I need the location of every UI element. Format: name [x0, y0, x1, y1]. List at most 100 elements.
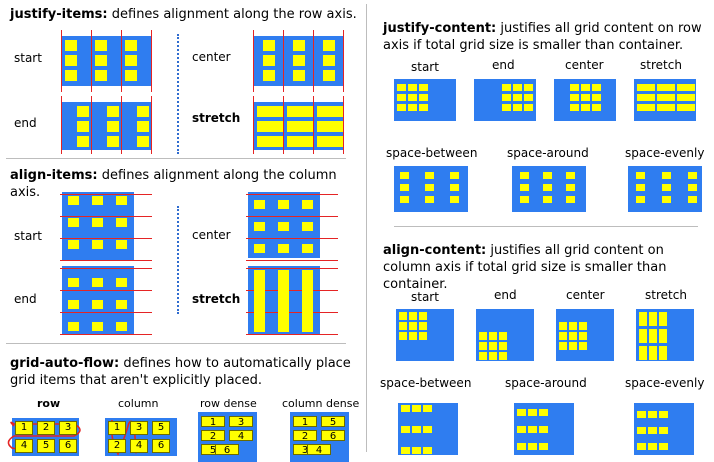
align-content-start-item	[409, 332, 417, 340]
justify-content-center-item	[592, 94, 601, 101]
guide-line	[60, 268, 152, 269]
justify-content-end-label: end	[492, 58, 515, 72]
guide-line	[246, 290, 338, 291]
align-items-start-item	[92, 196, 103, 205]
justify-content-heading: justify-content: justifies all grid cont…	[383, 21, 702, 53]
align-content-start-item	[399, 322, 407, 330]
section-divider	[394, 226, 698, 227]
justify-items-center-item	[323, 40, 335, 51]
grid-item-number: 5	[209, 445, 217, 456]
guide-line	[343, 30, 344, 92]
align-items-end-item	[68, 322, 79, 331]
align-items-center-item	[302, 244, 313, 253]
auto-flow-row-item	[15, 439, 33, 453]
grid-item-number: 4	[135, 440, 143, 451]
align-items-center-item	[302, 200, 313, 209]
align-content-start-item	[419, 322, 427, 330]
justify-content-space-around-item	[566, 172, 575, 179]
align-items-end-item	[92, 322, 103, 331]
justify-content-end-item	[502, 84, 511, 91]
grid-item-number: 6	[157, 440, 165, 451]
justify-content-end-item	[513, 94, 522, 101]
justify-items-center-item	[263, 55, 275, 66]
align-items-divider	[177, 206, 179, 314]
column-divider	[366, 4, 367, 452]
align-items-stretch-label: stretch	[192, 292, 241, 306]
justify-items-start-item	[95, 55, 107, 66]
justify-items-start-item	[125, 55, 137, 66]
align-items-start-item	[116, 240, 127, 249]
justify-content-space-evenly-item	[636, 172, 645, 179]
guide-line	[283, 30, 284, 92]
align-content-end-item	[479, 332, 487, 340]
grid-item-number: 3	[301, 445, 309, 456]
guide-line	[313, 30, 314, 92]
align-content-stretch-label: stretch	[645, 288, 687, 302]
justify-content-end-item	[502, 94, 511, 101]
justify-items-stretch-item	[287, 121, 313, 132]
align-content-space-evenly-item	[648, 427, 657, 434]
justify-content-start-label: start	[411, 60, 439, 74]
justify-items-start-label: start	[14, 51, 42, 65]
align-content-space-around-item	[528, 426, 537, 433]
justify-content-space-between-item	[400, 196, 409, 203]
grid-item-number: 2	[209, 431, 217, 442]
align-content-space-between-item	[423, 426, 432, 433]
justify-items-end-label: end	[14, 116, 37, 130]
align-content-stretch-item	[639, 329, 647, 343]
auto-flow-column-dense-item	[321, 430, 345, 441]
align-content-space-between-item	[412, 426, 421, 433]
align-items-end-item	[92, 278, 103, 287]
guide-line	[253, 96, 254, 154]
justify-content-space-around-item	[543, 172, 552, 179]
align-content-center-item	[579, 332, 587, 340]
align-content-stretch-item	[649, 346, 657, 360]
grid-item-number: 6	[64, 440, 72, 451]
auto-flow-row-dense-item	[229, 430, 253, 441]
justify-items-end-item	[137, 121, 149, 132]
align-content-end-item	[489, 352, 497, 360]
justify-items-start-item	[95, 70, 107, 81]
align-items-start-item	[116, 196, 127, 205]
justify-content-stretch-label: stretch	[640, 58, 682, 72]
justify-content-center-item	[581, 84, 590, 91]
justify-content-space-between-label: space-between	[386, 146, 478, 160]
justify-content-center-item	[581, 94, 590, 101]
auto-flow-row-dense-item	[215, 444, 239, 455]
guide-line	[343, 96, 344, 154]
justify-content-space-evenly-item	[662, 184, 671, 191]
auto-flow-row-item	[37, 421, 55, 435]
align-content-center-item	[579, 342, 587, 350]
align-items-start-item	[68, 196, 79, 205]
align-items-center-item	[254, 200, 265, 209]
justify-items-start-item	[65, 55, 77, 66]
auto-flow-row-dense-item	[229, 416, 253, 427]
align-items-start-item	[68, 240, 79, 249]
guide-line	[151, 30, 152, 92]
justify-content-stretch-item	[657, 94, 675, 101]
align-content-space-between-item	[412, 447, 421, 454]
align-content-space-evenly-label: space-evenly	[625, 376, 705, 390]
guide-line	[60, 290, 152, 291]
justify-items-heading: justify-items: defines alignment along t…	[10, 7, 357, 22]
auto-flow-column-dense-label: column dense	[282, 397, 360, 410]
justify-content-space-evenly-item	[662, 196, 671, 203]
justify-content-start-item	[419, 104, 428, 111]
justify-content-stretch-item	[677, 104, 695, 111]
align-content-end-item	[479, 342, 487, 350]
align-content-end-item	[499, 332, 507, 340]
align-content-end-item	[499, 352, 507, 360]
justify-items-start-item	[65, 70, 77, 81]
grid-item-number: 5	[42, 440, 50, 451]
align-content-end-item	[499, 342, 507, 350]
justify-content-space-evenly-item	[688, 172, 697, 179]
justify-content-stretch-item	[657, 104, 675, 111]
justify-content-space-evenly-item	[688, 196, 697, 203]
justify-content-start-item	[408, 84, 417, 91]
align-content-space-evenly-item	[637, 443, 646, 450]
align-content-center-item	[559, 342, 567, 350]
justify-content-stretch-item	[637, 94, 655, 101]
auto-flow-row-item	[59, 439, 77, 453]
grid-item-number: 1	[209, 417, 217, 428]
